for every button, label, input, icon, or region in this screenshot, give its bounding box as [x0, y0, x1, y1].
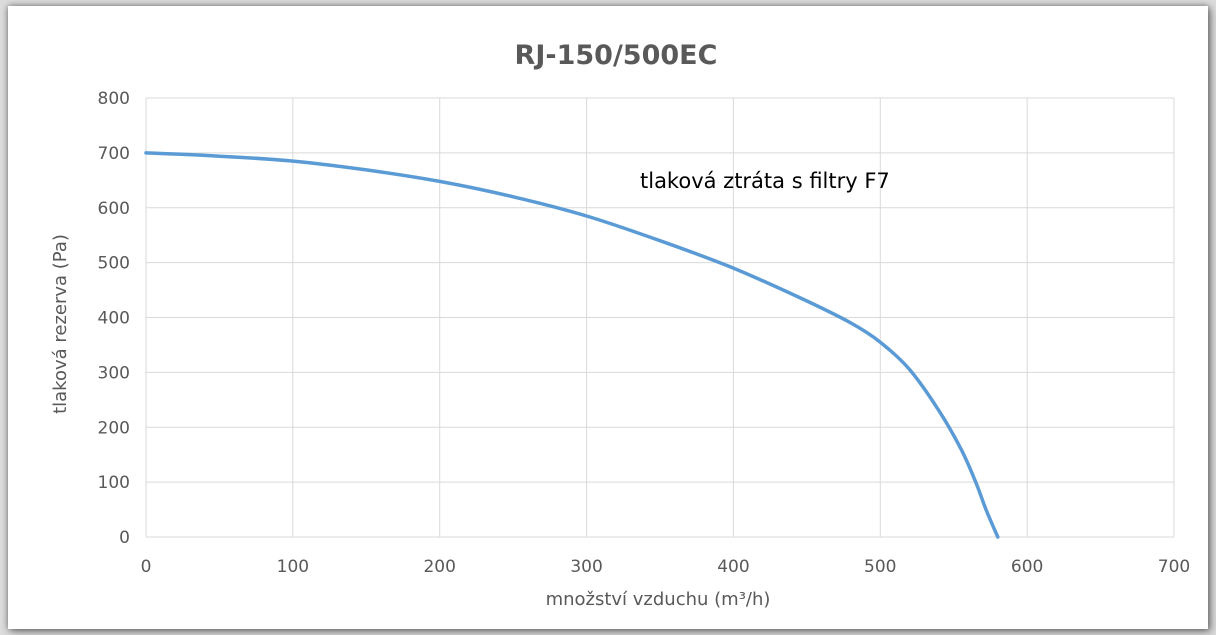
x-tick-label: 600	[1011, 557, 1043, 577]
chart-title: RJ-150/500EC	[515, 40, 718, 71]
series-layer	[144, 151, 1000, 539]
x-tick-label: 0	[141, 557, 152, 577]
x-tick-label: 700	[1158, 557, 1190, 577]
chart-frame: 0 100 200 300 400 500 600 700 800 0 100 200 300 400 5…	[8, 6, 1208, 629]
x-tick-label: 300	[570, 557, 602, 577]
gridlines	[145, 97, 1175, 538]
x-tick-label: 500	[864, 557, 896, 577]
x-axis-ticks: 0 100 200 300 400 500 600 700	[141, 557, 1191, 577]
y-tick-label: 100	[98, 473, 130, 493]
y-tick-label: 700	[98, 144, 130, 164]
y-tick-label: 0	[119, 528, 130, 548]
y-axis-ticks: 0 100 200 300 400 500 600 700 800	[98, 89, 130, 548]
y-axis-label: tlaková rezerva (Pa)	[50, 234, 71, 414]
y-tick-label: 600	[98, 199, 130, 219]
x-axis-label: množství vzduchu (m³/h)	[546, 589, 771, 610]
line-chart: 0 100 200 300 400 500 600 700 800 0 100 200 300 400 5…	[50, 40, 1191, 610]
x-tick-label: 400	[717, 557, 749, 577]
y-tick-label: 400	[98, 309, 130, 329]
x-tick-label: 200	[423, 557, 455, 577]
series-line	[144, 151, 1000, 539]
y-tick-label: 200	[98, 418, 130, 438]
x-tick-label: 100	[277, 557, 309, 577]
chart-annotation: tlaková ztráta s filtry F7	[640, 169, 890, 193]
y-tick-label: 300	[98, 363, 130, 383]
y-tick-label: 500	[98, 254, 130, 274]
y-tick-label: 800	[98, 89, 130, 109]
